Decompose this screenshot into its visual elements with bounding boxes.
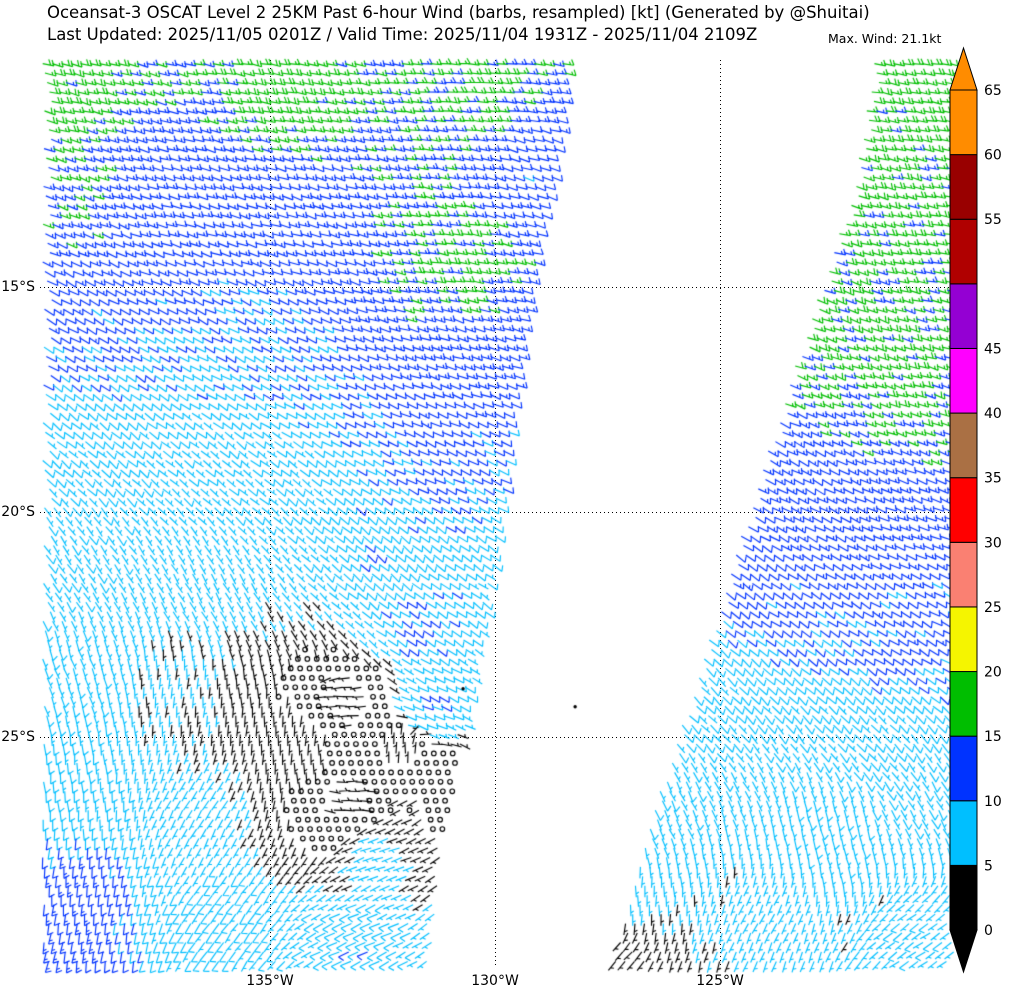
colorbar-segment-35-40 — [949, 412, 978, 479]
colorbar-under-arrow — [949, 929, 978, 974]
chart-title: Oceansat-3 OSCAT Level 2 25KM Past 6-hou… — [47, 3, 870, 22]
colorbar-tick-label: 60 — [984, 148, 1002, 164]
colorbar-segment-0-5 — [949, 864, 978, 931]
x-tick-label: 125°W — [696, 973, 744, 989]
x-tick-label: 130°W — [471, 973, 519, 989]
colorbar-segment-25-30 — [949, 541, 978, 608]
colorbar-segment-30-35 — [949, 477, 978, 543]
max-wind-label: Max. Wind: 21.1kt — [828, 31, 942, 46]
colorbar-tick-label: 40 — [984, 406, 1002, 422]
y-tick-label: 15°S — [1, 278, 35, 295]
colorbar-tick-label: 20 — [984, 665, 1002, 681]
colorbar-over-arrow — [949, 46, 978, 91]
colorbar-tick-label: 45 — [984, 341, 1002, 357]
colorbar: 0 5 10 15 20 25 30 35 40 45 55 60 65 — [949, 46, 1002, 974]
chart-subtitle: Last Updated: 2025/11/05 0201Z / Valid T… — [47, 25, 758, 44]
colorbar-segment-55-60 — [949, 154, 978, 220]
colorbar-segment-60-65 — [949, 89, 978, 156]
colorbar-tick-label: 0 — [984, 923, 993, 939]
colorbar-tick-label: 25 — [984, 600, 1002, 616]
colorbar-tick-label: 10 — [984, 794, 1002, 810]
colorbar-segment-5-10 — [949, 800, 978, 866]
colorbar-segment-50-55 — [949, 218, 978, 285]
colorbar-segment-15-20 — [949, 671, 978, 737]
colorbar-segment-20-25 — [949, 606, 978, 673]
colorbar-tick-label: 65 — [984, 83, 1002, 99]
colorbar-segment-40-45 — [949, 347, 978, 414]
colorbar-tick-label: 15 — [984, 729, 1002, 745]
colorbar-segment-45-50 — [949, 283, 978, 349]
colorbar-tick-label: 30 — [984, 535, 1002, 551]
colorbar-segment-10-15 — [949, 735, 978, 802]
x-tick-label: 135°W — [246, 973, 294, 989]
y-tick-label: 25°S — [1, 728, 35, 745]
colorbar-tick-label: 55 — [984, 212, 1002, 228]
colorbar-tick-label: 5 — [984, 858, 993, 874]
colorbar-tick-label: 35 — [984, 471, 1002, 487]
y-tick-label: 20°S — [1, 503, 35, 520]
